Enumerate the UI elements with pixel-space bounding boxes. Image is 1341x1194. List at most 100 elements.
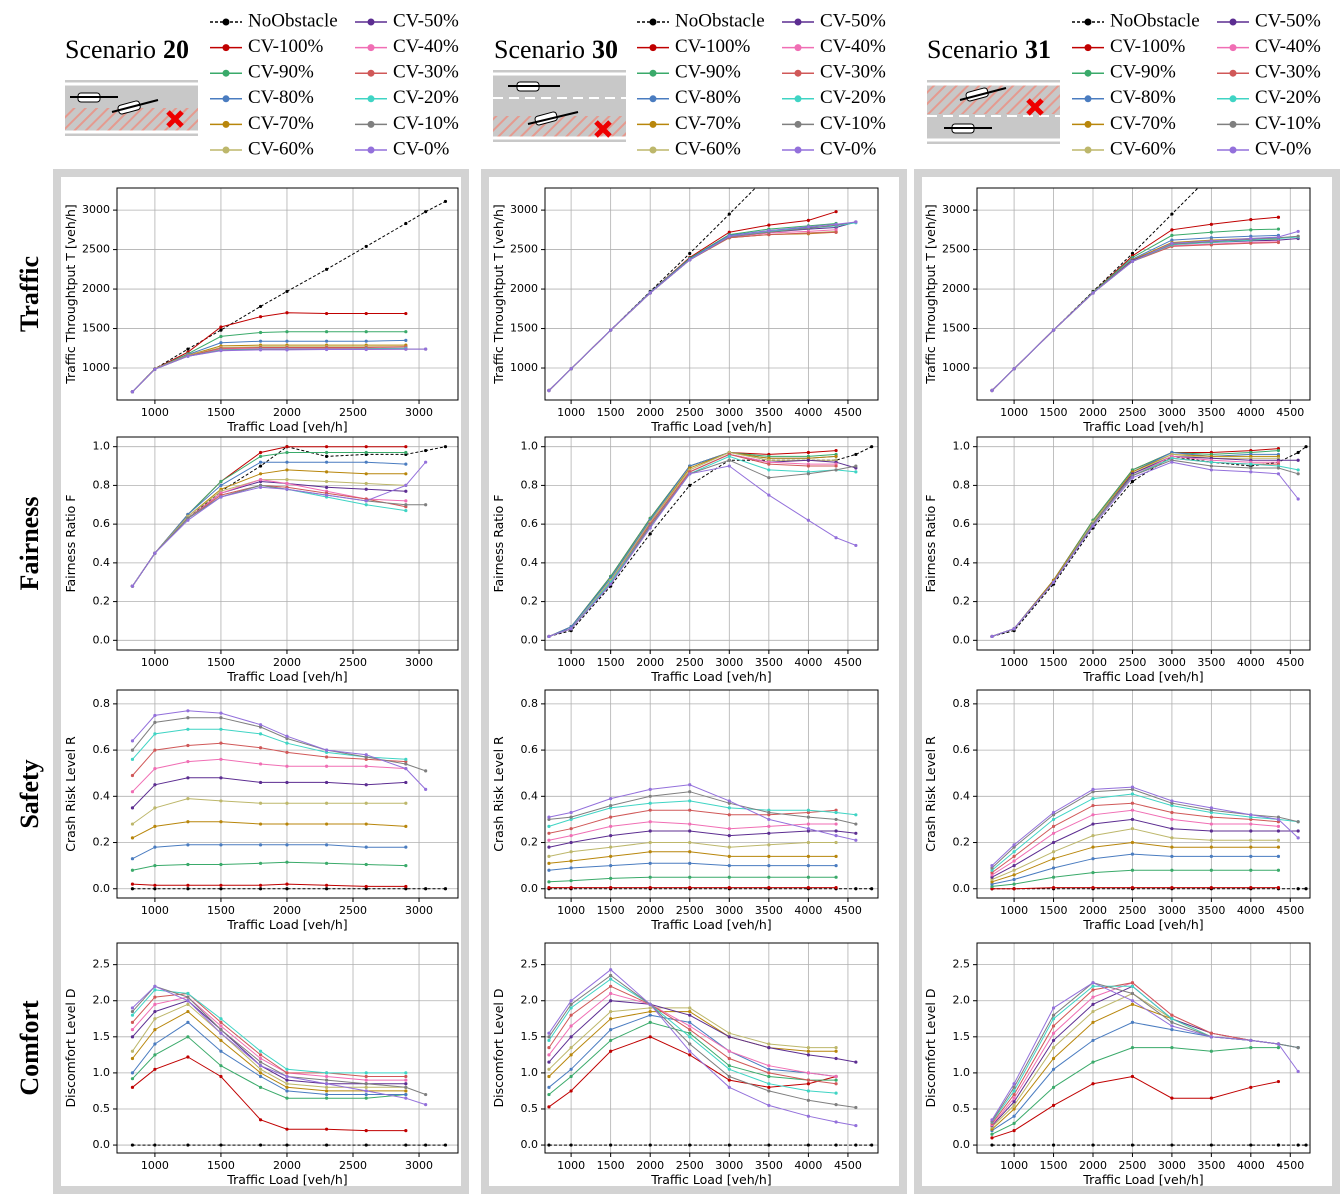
point bbox=[131, 1071, 134, 1074]
point bbox=[609, 864, 612, 867]
legend-marker bbox=[223, 95, 230, 102]
point bbox=[609, 846, 612, 849]
plot-area bbox=[977, 690, 1310, 898]
point bbox=[649, 809, 652, 812]
point bbox=[609, 877, 612, 880]
point bbox=[767, 1086, 770, 1089]
point bbox=[131, 585, 134, 588]
y-tick-label: 1500 bbox=[942, 322, 970, 335]
point bbox=[807, 816, 810, 819]
point bbox=[649, 1035, 652, 1038]
point bbox=[219, 758, 222, 761]
point bbox=[325, 493, 328, 496]
point bbox=[609, 999, 612, 1002]
point bbox=[688, 841, 691, 844]
point bbox=[834, 1079, 837, 1082]
point bbox=[807, 864, 810, 867]
point bbox=[285, 843, 288, 846]
point bbox=[609, 1017, 612, 1020]
point bbox=[547, 839, 550, 842]
legend-marker bbox=[368, 121, 375, 128]
point bbox=[570, 1046, 573, 1049]
point bbox=[285, 348, 288, 351]
point bbox=[834, 231, 837, 234]
point bbox=[1131, 809, 1134, 812]
point bbox=[219, 884, 222, 887]
point bbox=[219, 863, 222, 866]
point bbox=[767, 1075, 770, 1078]
point bbox=[285, 1086, 288, 1089]
x-tick-label: 3000 bbox=[715, 1159, 743, 1172]
point bbox=[404, 758, 407, 761]
point bbox=[325, 340, 328, 343]
y-axis-label: Discomfort Level D bbox=[923, 989, 938, 1108]
point bbox=[547, 869, 550, 872]
point bbox=[834, 1075, 837, 1078]
y-axis-label: Crash Risk Level R bbox=[491, 736, 506, 852]
point bbox=[547, 832, 550, 835]
y-axis-label: Crash Risk Level R bbox=[923, 736, 938, 852]
legend-marker bbox=[1085, 147, 1092, 154]
legend-entry: CV-10% bbox=[782, 113, 886, 134]
point bbox=[570, 1024, 573, 1027]
point bbox=[1249, 1046, 1252, 1049]
x-axis-label: Traffic Load [veh/h] bbox=[226, 917, 347, 932]
point bbox=[219, 1021, 222, 1024]
point bbox=[767, 825, 770, 828]
point bbox=[834, 468, 837, 471]
point bbox=[131, 1028, 134, 1031]
x-axis-label: Traffic Load [veh/h] bbox=[1082, 669, 1203, 684]
point bbox=[688, 1143, 691, 1146]
x-tick-label: 2500 bbox=[676, 406, 704, 419]
legend-entry: CV-100% bbox=[637, 36, 750, 57]
point bbox=[1170, 818, 1173, 821]
point bbox=[325, 1143, 328, 1146]
x-tick-label: 3000 bbox=[405, 1159, 433, 1172]
legend-marker bbox=[223, 121, 230, 128]
point bbox=[1091, 291, 1094, 294]
point bbox=[259, 1086, 262, 1089]
point bbox=[365, 822, 368, 825]
point bbox=[1249, 133, 1252, 136]
point bbox=[834, 1120, 837, 1123]
x-tick-label: 2000 bbox=[636, 406, 664, 419]
x-tick-label: 1500 bbox=[597, 904, 625, 917]
legend-entry: CV-20% bbox=[355, 87, 459, 108]
point bbox=[1297, 230, 1300, 233]
point bbox=[365, 330, 368, 333]
point bbox=[365, 1097, 368, 1100]
point bbox=[153, 1143, 156, 1146]
point bbox=[1170, 461, 1173, 464]
y-axis-label: Fairness Ratio F bbox=[491, 495, 506, 593]
point bbox=[854, 832, 857, 835]
point bbox=[570, 879, 573, 882]
point bbox=[1131, 785, 1134, 788]
x-tick-label: 1500 bbox=[597, 1159, 625, 1172]
point bbox=[570, 866, 573, 869]
legend-entry: CV-40% bbox=[1217, 36, 1321, 57]
y-tick-label: 1.5 bbox=[953, 1030, 971, 1043]
point bbox=[285, 861, 288, 864]
point bbox=[1052, 1032, 1055, 1035]
x-axis-label: Traffic Load [veh/h] bbox=[226, 419, 347, 434]
y-tick-label: 1.0 bbox=[93, 440, 111, 453]
legend-label: CV-20% bbox=[1255, 87, 1321, 108]
point bbox=[325, 1093, 328, 1096]
y-tick-label: 0.4 bbox=[953, 556, 971, 569]
point bbox=[404, 1097, 407, 1100]
point bbox=[153, 864, 156, 867]
point bbox=[834, 449, 837, 452]
chart: 100015002000250030003500400045000.00.20.… bbox=[491, 437, 878, 684]
point bbox=[649, 795, 652, 798]
point bbox=[444, 887, 447, 890]
point bbox=[285, 1079, 288, 1082]
point bbox=[1091, 988, 1094, 991]
point bbox=[649, 532, 652, 535]
point bbox=[767, 843, 770, 846]
point bbox=[1052, 1057, 1055, 1060]
point bbox=[1131, 981, 1134, 984]
x-tick-label: 1000 bbox=[141, 1159, 169, 1172]
point bbox=[688, 1035, 691, 1038]
point bbox=[1012, 850, 1015, 853]
point bbox=[570, 1014, 573, 1017]
